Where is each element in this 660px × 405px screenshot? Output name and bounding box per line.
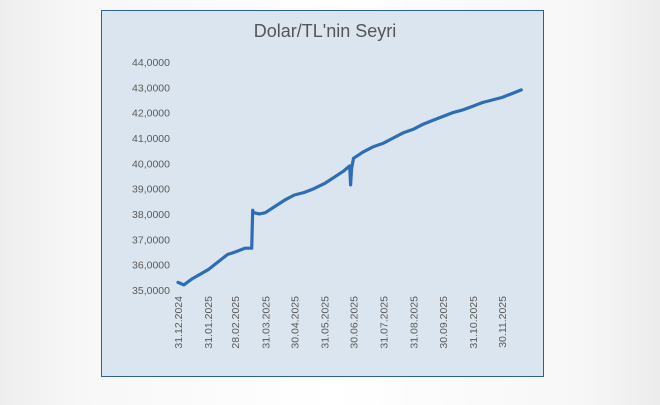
y-tick-label: 44,0000 [132, 57, 170, 69]
y-tick-label: 40,0000 [132, 158, 170, 170]
x-tick-label: 31.01.2025 [203, 296, 215, 349]
y-tick-label: 37,0000 [132, 234, 170, 246]
x-tick-label: 30.11.2025 [497, 296, 509, 348]
x-tick-label: 31.03.2025 [260, 296, 272, 349]
chart-title: Dolar/TL'nin Seyri [254, 21, 397, 41]
y-tick-label: 43,0000 [132, 82, 170, 94]
x-tick-label: 30.09.2025 [438, 296, 450, 349]
x-tick-label: 30.04.2025 [289, 296, 301, 349]
y-tick-label: 41,0000 [132, 133, 170, 145]
x-tick-label: 31.08.2025 [409, 296, 421, 349]
y-axis: 35,0000 36,0000 37,0000 38,0000 39,0000 40,00… [132, 57, 170, 297]
series-line [176, 88, 523, 287]
chart-card [101, 10, 544, 377]
x-tick-label: 31.10.2025 [468, 296, 480, 349]
x-axis: 31.12.2024 31.01.2025 28.02.2025 31.03.2025… [173, 296, 509, 349]
y-tick-label: 42,0000 [132, 108, 170, 120]
x-tick-label: 31.07.2025 [379, 296, 391, 349]
y-tick-label: 38,0000 [132, 209, 170, 221]
x-tick-label: 30.06.2025 [349, 296, 361, 349]
x-tick-label: 28.02.2025 [230, 296, 242, 349]
y-tick-label: 36,0000 [132, 260, 170, 272]
x-tick-label: 31.12.2024 [173, 296, 185, 349]
y-tick-label: 39,0000 [132, 184, 170, 196]
x-tick-label: 31.05.2025 [319, 296, 331, 349]
y-tick-label: 35,0000 [132, 285, 170, 297]
